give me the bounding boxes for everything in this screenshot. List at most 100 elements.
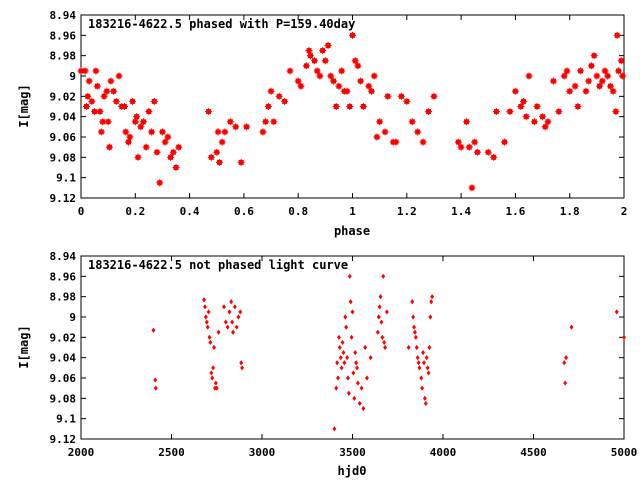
data-point (416, 360, 421, 366)
data-point (375, 329, 380, 335)
data-point (465, 143, 473, 151)
y-tick-label: 9.08 (50, 392, 77, 405)
y-tick-label: 9.12 (50, 433, 77, 446)
data-point (203, 314, 208, 320)
data-point (153, 385, 158, 391)
data-point (216, 329, 221, 335)
data-point (511, 87, 519, 95)
data-point (156, 179, 164, 187)
data-point (164, 133, 172, 141)
x-tick-label: 1.4 (451, 205, 471, 218)
data-point (158, 128, 166, 136)
data-point (327, 72, 335, 80)
data-point (338, 355, 343, 361)
data-point (211, 365, 216, 371)
data-point (148, 128, 156, 136)
data-point (305, 47, 313, 55)
data-point (463, 118, 471, 126)
plot-title: 183216-4622.5 phased with P=159.40day (88, 17, 355, 31)
x-axis-label: hjd0 (338, 464, 367, 478)
x-tick-label: 0.6 (234, 205, 254, 218)
data-point (231, 329, 235, 335)
data-point (336, 375, 340, 381)
data-point (84, 92, 92, 100)
data-point (346, 103, 354, 110)
data-point (239, 360, 244, 366)
data-point (213, 148, 221, 156)
data-point (129, 97, 137, 105)
data-point (206, 309, 211, 315)
data-point (596, 82, 604, 90)
y-axis-label: I[mag] (17, 84, 31, 127)
data-point (207, 153, 215, 161)
data-point (112, 97, 120, 105)
data-point (544, 118, 552, 126)
data-point (506, 108, 514, 116)
data-point (392, 138, 400, 146)
data-point (205, 324, 210, 330)
data-point (297, 82, 305, 90)
data-point (120, 103, 128, 110)
data-point (357, 77, 365, 85)
data-point (238, 309, 243, 315)
y-tick-label: 9.02 (50, 331, 77, 344)
data-point (230, 319, 235, 325)
data-point (563, 380, 568, 386)
data-points (151, 273, 626, 432)
data-point (167, 153, 175, 161)
data-point (383, 344, 388, 351)
data-point (92, 67, 100, 75)
data-point (562, 360, 567, 366)
y-tick-label: 9.04 (50, 352, 77, 365)
data-point (426, 370, 431, 376)
data-point (517, 103, 525, 110)
data-point (344, 324, 349, 330)
data-point (214, 385, 219, 391)
data-point (520, 97, 528, 105)
data-point (609, 87, 617, 95)
data-point (376, 118, 384, 126)
data-point (606, 82, 614, 90)
data-point (560, 72, 568, 80)
y-tick-label: 9.08 (50, 151, 77, 164)
data-point (334, 385, 339, 391)
data-point (373, 133, 381, 141)
data-points (77, 31, 627, 192)
data-point (349, 31, 356, 39)
y-tick-label: 9.04 (50, 111, 77, 124)
y-tick-label: 9.1 (56, 413, 76, 426)
data-point (368, 87, 376, 95)
data-point (359, 385, 364, 391)
data-point (473, 148, 481, 156)
data-point (240, 365, 245, 371)
data-point (343, 314, 348, 320)
data-point (215, 158, 223, 166)
data-point (384, 309, 389, 315)
data-point (142, 143, 150, 151)
data-point (361, 405, 366, 412)
data-point (622, 334, 626, 340)
x-tick-label: 1.2 (397, 205, 417, 218)
y-tick-label: 9.06 (50, 131, 77, 144)
data-point (107, 77, 115, 85)
data-point (613, 31, 621, 39)
data-point (125, 138, 133, 146)
data-point (539, 113, 547, 121)
data-point (150, 97, 158, 105)
data-point (415, 355, 420, 361)
data-point (414, 344, 419, 351)
tick-group: 2000 2500 3000 3500 4000 4500 5000 8.94 8.96 8.98… (50, 250, 638, 459)
data-point (533, 103, 541, 110)
data-point (153, 148, 161, 156)
data-point (350, 309, 355, 315)
data-point (275, 92, 283, 100)
y-tick-label: 9 (69, 311, 76, 324)
data-point (342, 360, 347, 366)
data-point (106, 143, 114, 151)
data-point (347, 273, 352, 279)
data-point (226, 118, 234, 126)
data-point (522, 113, 530, 121)
data-point (349, 334, 354, 340)
y-tick-label: 9.12 (50, 192, 77, 205)
data-point (302, 62, 310, 70)
